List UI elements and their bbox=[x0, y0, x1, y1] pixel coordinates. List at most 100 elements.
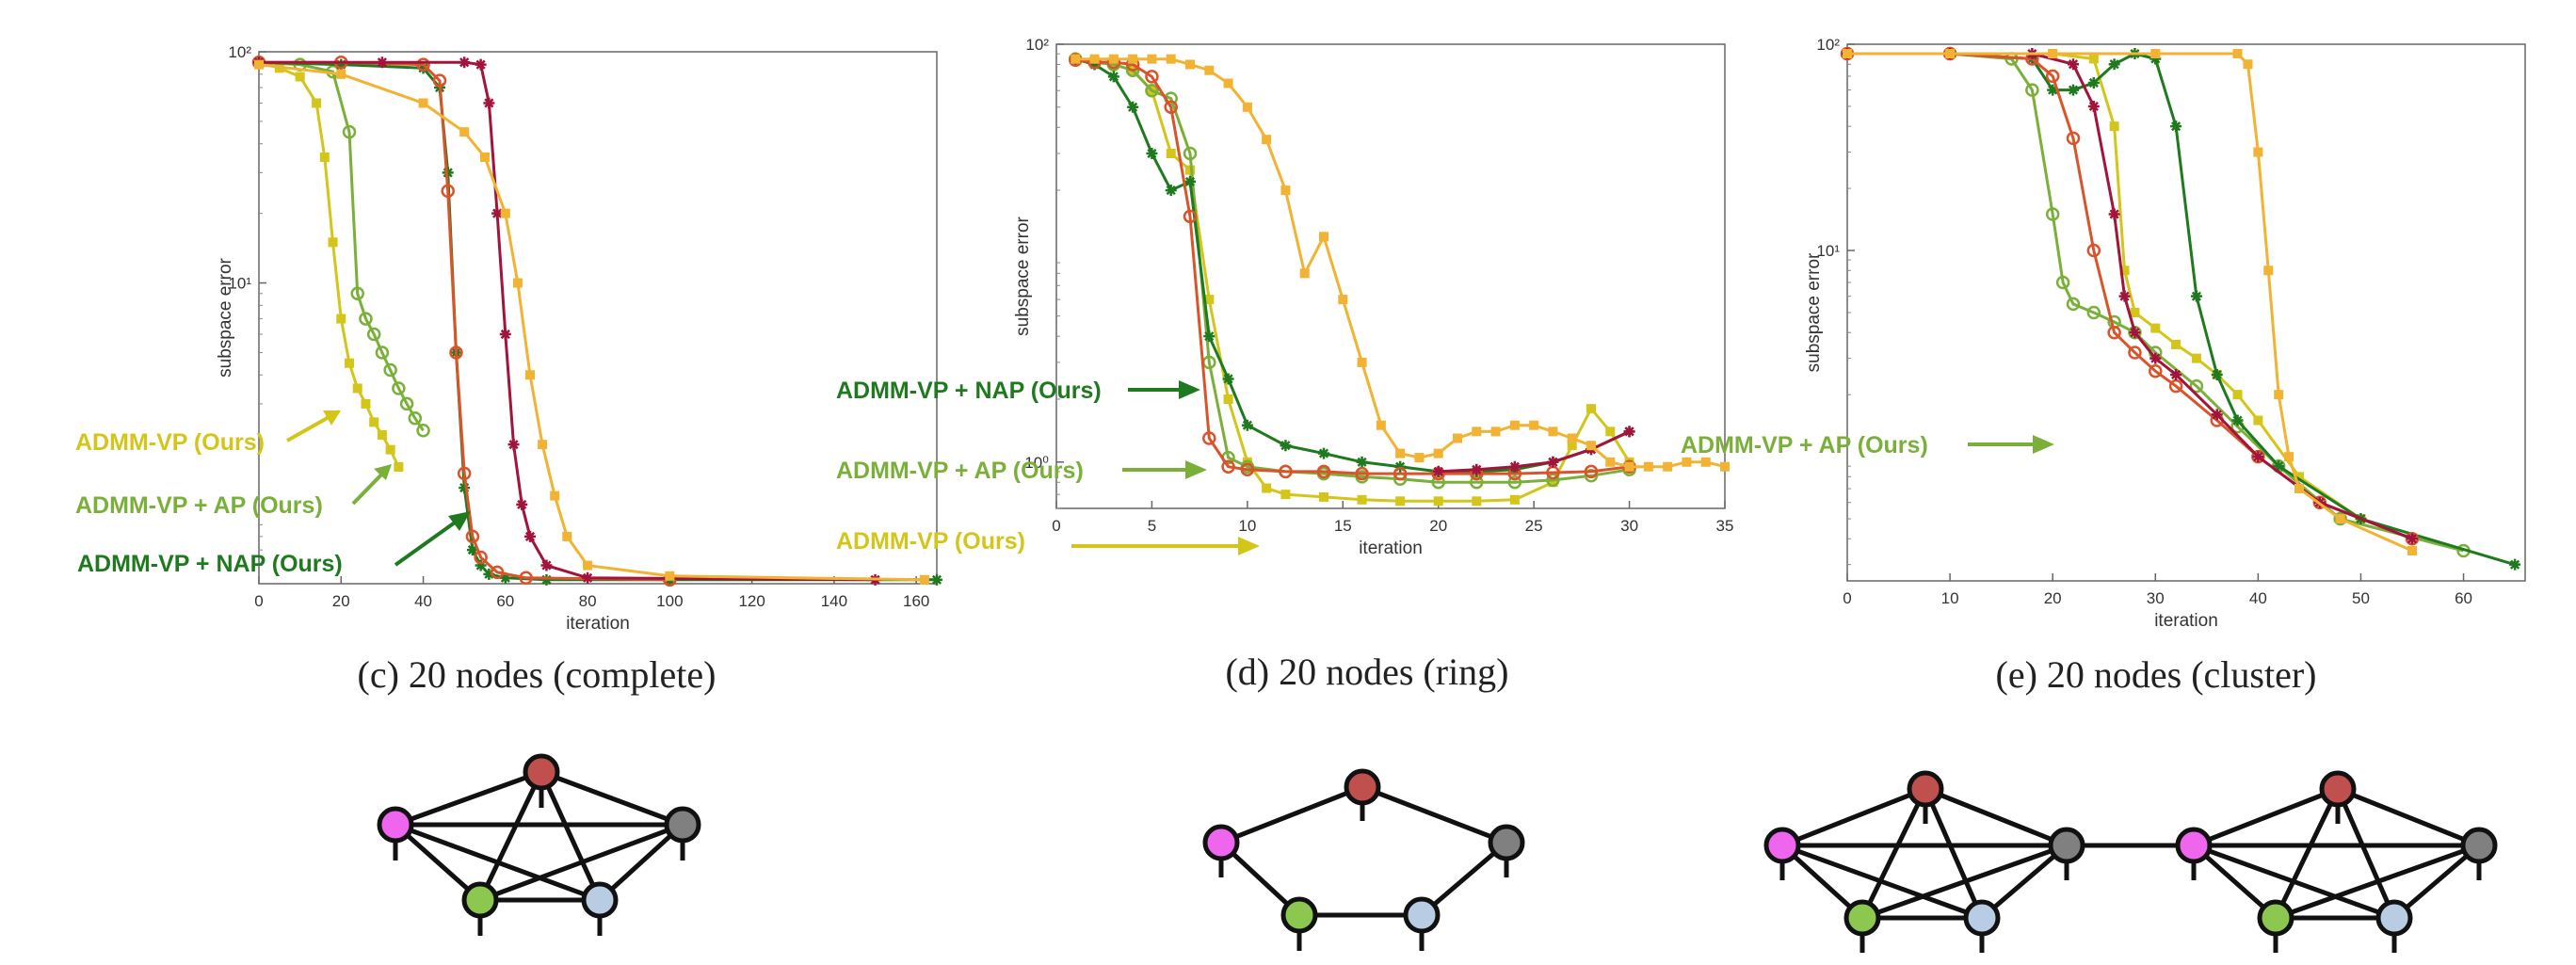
x-tick-label: 0 bbox=[1843, 589, 1851, 607]
data-point bbox=[483, 568, 495, 580]
data-point bbox=[2150, 323, 2161, 333]
data-point bbox=[1165, 185, 1177, 197]
annotation-arrow bbox=[394, 516, 463, 567]
graph-node bbox=[2319, 770, 2357, 808]
data-point bbox=[499, 571, 511, 584]
graph-node bbox=[2460, 827, 2498, 864]
data-point bbox=[1166, 149, 1176, 159]
data-point bbox=[2088, 54, 2099, 64]
graph-edges bbox=[393, 769, 685, 936]
data-point bbox=[1221, 459, 1235, 474]
data-point bbox=[2086, 243, 2101, 258]
arrow-head bbox=[1238, 537, 1260, 555]
data-point bbox=[2129, 327, 2141, 339]
x-tick-label: 50 bbox=[2352, 589, 2370, 607]
data-point bbox=[2509, 558, 2521, 571]
graph-node bbox=[377, 806, 414, 844]
data-point bbox=[350, 286, 364, 301]
data-point bbox=[1376, 420, 1386, 430]
data-point bbox=[1223, 78, 1233, 88]
graph-node bbox=[2257, 899, 2294, 937]
data-point bbox=[2109, 121, 2119, 132]
data-point bbox=[441, 184, 455, 199]
data-point bbox=[377, 430, 387, 441]
x-tick-label: 10 bbox=[1941, 589, 1959, 607]
plot-d: 0 5 10 15 20 25 30 35 10² 10⁰ iteration subspace er… bbox=[1013, 36, 1733, 558]
annotation-label: ADMM-VP + NAP (Ours) bbox=[77, 551, 343, 577]
plot-frame bbox=[258, 51, 938, 585]
data-point bbox=[1128, 54, 1138, 64]
plot-c: 0 20 40 60 80 100 120 140 160 10² 10¹ iteration subs… bbox=[216, 43, 942, 634]
data-point bbox=[2294, 484, 2304, 494]
data-point bbox=[1547, 456, 1559, 468]
data-point bbox=[931, 573, 942, 586]
data-point bbox=[1089, 54, 1100, 64]
data-point bbox=[540, 559, 553, 571]
data-point bbox=[1318, 447, 1329, 459]
data-point bbox=[1356, 456, 1368, 468]
data-point bbox=[1586, 404, 1596, 414]
data-point bbox=[665, 571, 675, 581]
data-point bbox=[1071, 54, 1081, 64]
data-point bbox=[2149, 352, 2162, 364]
graph-edges bbox=[1218, 784, 1509, 951]
annotation-e-ap: ADMM-VP + AP (Ours) bbox=[1681, 432, 2054, 458]
data-point bbox=[375, 346, 390, 360]
data-point bbox=[417, 62, 429, 74]
data-point bbox=[1280, 440, 1292, 452]
x-tick-label: 20 bbox=[332, 592, 350, 610]
data-point bbox=[1507, 475, 1522, 490]
data-point bbox=[2087, 100, 2100, 112]
data-point bbox=[449, 346, 463, 360]
data-point bbox=[1202, 431, 1216, 445]
graph-node bbox=[2175, 827, 2213, 864]
data-point bbox=[457, 466, 472, 481]
data-point bbox=[499, 329, 511, 341]
graph-edges bbox=[1779, 786, 2482, 953]
x-axis-label: iteration bbox=[1359, 539, 1423, 558]
data-point bbox=[2191, 353, 2201, 363]
data-point bbox=[1280, 490, 1291, 500]
series-other-orange bbox=[1071, 54, 1730, 472]
annotation-label: ADMM-VP + NAP (Ours) bbox=[836, 378, 1102, 404]
series-line bbox=[259, 60, 876, 582]
data-point bbox=[2108, 208, 2120, 220]
x-tick-label: 80 bbox=[579, 592, 597, 610]
data-point bbox=[466, 544, 478, 556]
y-axis-label: subspace error bbox=[1013, 216, 1033, 335]
plot-frame bbox=[1846, 43, 2526, 582]
data-point bbox=[2274, 390, 2284, 400]
data-point bbox=[1204, 295, 1215, 305]
data-point bbox=[1605, 426, 1616, 437]
annotation-c-ap: ADMM-VP + AP (Ours) bbox=[75, 464, 392, 519]
data-point bbox=[1453, 433, 1462, 443]
data-point bbox=[1166, 54, 1176, 64]
data-point bbox=[312, 98, 322, 108]
data-point bbox=[1164, 100, 1178, 115]
data-point bbox=[1319, 491, 1328, 502]
panel-d: 0 5 10 15 20 25 30 35 10² 10⁰ iteration subspace er… bbox=[836, 36, 1733, 951]
series-line bbox=[1847, 52, 2516, 567]
graph-node bbox=[1344, 768, 1381, 806]
data-point bbox=[366, 327, 381, 342]
graph-node bbox=[2375, 899, 2413, 937]
graph-node bbox=[523, 753, 560, 791]
data-point bbox=[459, 56, 471, 69]
data-point bbox=[1242, 102, 1252, 112]
data-point bbox=[2333, 511, 2347, 526]
caption-d: (d) 20 nodes (ring) bbox=[1225, 651, 1508, 693]
data-point bbox=[562, 531, 572, 541]
data-point bbox=[2119, 265, 2130, 276]
annotation-d-ap: ADMM-VP + AP (Ours) bbox=[836, 458, 1207, 484]
data-point bbox=[1843, 49, 1852, 59]
data-point bbox=[2263, 265, 2274, 276]
data-point bbox=[1127, 101, 1139, 113]
data-point bbox=[2211, 368, 2223, 380]
data-point bbox=[919, 574, 929, 585]
data-point bbox=[383, 362, 397, 378]
data-point bbox=[1433, 496, 1443, 507]
data-point bbox=[1567, 433, 1577, 443]
graph-complete bbox=[377, 753, 701, 936]
data-point bbox=[540, 573, 553, 586]
data-point bbox=[2128, 346, 2142, 360]
